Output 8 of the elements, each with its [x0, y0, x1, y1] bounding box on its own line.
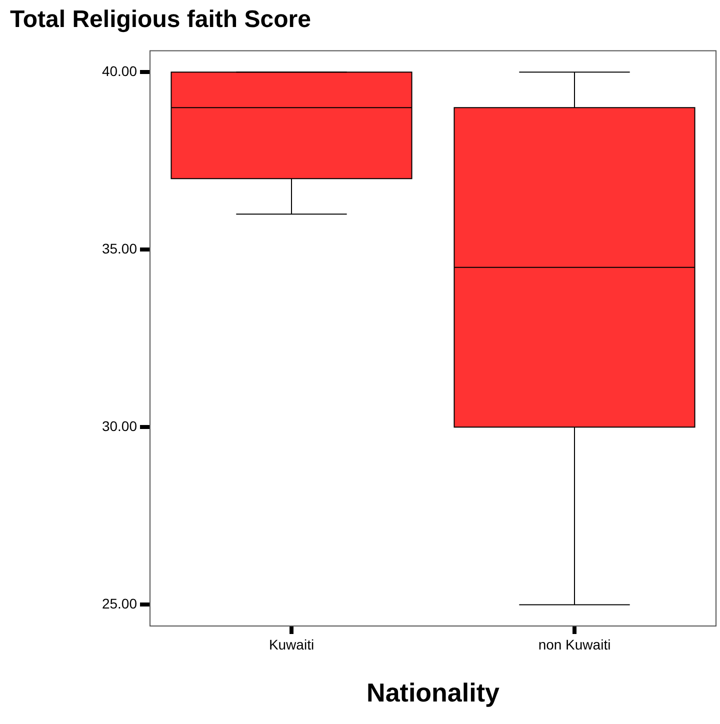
x-axis-title: Nationality	[366, 678, 500, 708]
y-tick-label: 25.00	[102, 596, 138, 612]
x-tick-label: non Kuwaiti	[538, 636, 611, 652]
x-tick-label: Kuwaiti	[268, 636, 314, 652]
y-axis-title: Total Religious faith Score	[10, 6, 311, 34]
y-tick-label: 35.00	[102, 240, 138, 256]
y-tick-label: 40.00	[102, 62, 138, 79]
y-tick-label: 30.00	[102, 418, 138, 434]
